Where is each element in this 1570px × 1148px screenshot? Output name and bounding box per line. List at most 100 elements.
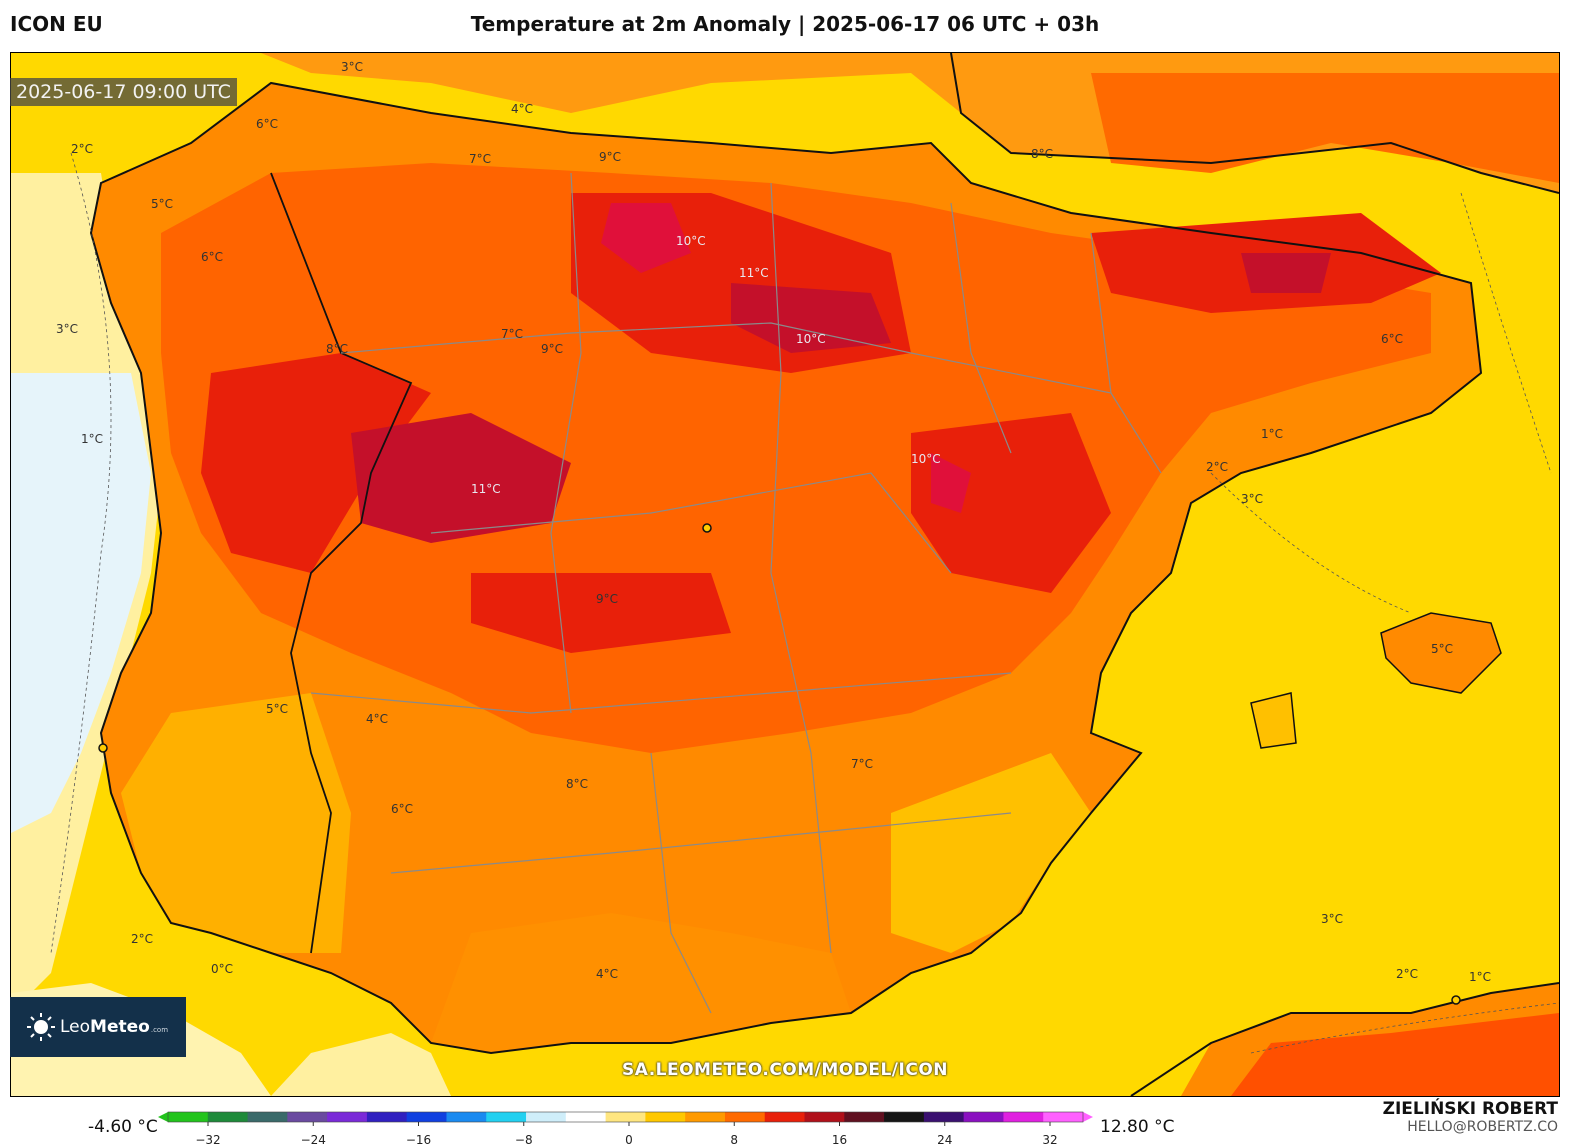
colorbar-ticks: −32 −24 −16 −8 0 8 16 24 32 <box>195 1122 1058 1147</box>
contour-label: 10°C <box>911 452 941 466</box>
colorbar-segments <box>158 1111 1093 1123</box>
contour-label: 3°C <box>341 60 363 74</box>
hot-zone-north-core <box>731 283 891 353</box>
colorbar-segment <box>486 1112 527 1122</box>
contour-label: 4°C <box>366 712 388 726</box>
contour-label: 9°C <box>541 342 563 356</box>
contour-label: 5°C <box>266 702 288 716</box>
madrid-marker <box>702 523 712 533</box>
contour-label: 11°C <box>739 266 769 280</box>
colorbar-segment <box>366 1112 408 1122</box>
colorbar: −32 −24 −16 −8 0 8 16 24 32 <box>158 1111 1093 1147</box>
chart-title: Temperature at 2m Anomaly | 2025-06-17 0… <box>470 12 1100 36</box>
hot-zone-east-peak <box>931 453 971 513</box>
morocco-coast <box>271 1033 451 1096</box>
colorbar-max-arrow <box>1083 1112 1093 1122</box>
contour-label: 3°C <box>56 322 78 336</box>
colorbar-tick-label: 24 <box>937 1133 952 1147</box>
source-watermark: SA.LEOMETEO.COM/MODEL/ICON <box>621 1060 948 1080</box>
spain-portugal-border <box>270 172 413 954</box>
colorbar-tick-label: 16 <box>832 1133 847 1147</box>
colorbar-segment <box>247 1112 288 1122</box>
author-email: HELLO@ROBERTZ.CO <box>1407 1119 1558 1135</box>
france-coastline <box>950 53 1559 194</box>
hot-zone-north-peak <box>601 203 691 273</box>
colorbar-segment <box>685 1112 726 1122</box>
contour-label: 6°C <box>256 117 278 131</box>
contour-label: 4°C <box>596 967 618 981</box>
contour-label: 8°C <box>566 777 588 791</box>
contour-label: 6°C <box>201 250 223 264</box>
logo-domain: .com <box>150 1026 169 1034</box>
contour-label: 10°C <box>676 234 706 248</box>
atlantic-cold-zone <box>11 373 151 833</box>
france-warm <box>1091 73 1559 183</box>
ibiza-island <box>1250 692 1297 749</box>
contour-label: 0°C <box>211 962 233 976</box>
andalusia-zone <box>431 913 851 1053</box>
south-portugal-zone <box>121 693 351 953</box>
contour-label-group: 3°C 2°C 4°C 6°C 7°C 8°C 9°C 10°C 11°C 10… <box>56 60 1491 984</box>
contour-label: 10°C <box>796 332 826 346</box>
colorbar-tick-label: −8 <box>515 1133 533 1147</box>
contour-label: 7°C <box>469 152 491 166</box>
regional-borders <box>310 172 1162 1014</box>
contour-label: 8°C <box>1031 147 1053 161</box>
colorbar-segment <box>844 1112 885 1122</box>
colorbar-tick-label: 0 <box>625 1133 633 1147</box>
colorbar-segment <box>287 1112 328 1122</box>
lisbon-marker <box>98 743 108 753</box>
contour-label: 9°C <box>596 592 618 606</box>
contour-label: 4°C <box>511 102 533 116</box>
africa-coastline <box>1130 982 1559 1096</box>
model-name: ICON EU <box>10 12 103 36</box>
contour-label: 1°C <box>81 432 103 446</box>
colorbar-tick-label: 32 <box>1042 1133 1057 1147</box>
colorbar-min-arrow <box>158 1112 168 1122</box>
contour-label: 1°C <box>1469 970 1491 984</box>
hot-zone-west <box>201 353 431 573</box>
colorbar-segment <box>605 1112 646 1122</box>
hot-zone-central <box>471 573 731 653</box>
hot-zone-west-core <box>351 413 571 543</box>
colorbar-segment <box>804 1112 845 1122</box>
colorbar-segment <box>1003 1112 1044 1122</box>
north-africa-warm <box>1231 1013 1559 1096</box>
contour-label: 8°C <box>326 342 348 356</box>
colorbar-segment <box>207 1112 249 1122</box>
sun-icon <box>27 1013 55 1041</box>
algiers-marker <box>1451 995 1461 1005</box>
colorbar-tick-label: −32 <box>195 1133 220 1147</box>
author-block: ZIELIŃSKI ROBERT HELLO@ROBERTZ.CO <box>1383 1099 1558 1135</box>
colorbar-tick-label: −24 <box>301 1133 326 1147</box>
contour-label: 9°C <box>599 150 621 164</box>
colorbar-outline <box>167 1111 1084 1123</box>
colorbar-tick-label: 8 <box>730 1133 738 1147</box>
contour-label: 2°C <box>131 932 153 946</box>
author-name: ZIELIŃSKI ROBERT <box>1382 1099 1558 1119</box>
contour-label: 5°C <box>1431 642 1453 656</box>
colorbar-segment <box>327 1112 368 1122</box>
colorbar-tick-label: −16 <box>406 1133 431 1147</box>
colorbar-segment <box>923 1112 965 1122</box>
contour-label: 6°C <box>391 802 413 816</box>
contour-label: 7°C <box>851 757 873 771</box>
colorbar-segment <box>645 1112 686 1122</box>
colorbar-segment <box>565 1112 607 1122</box>
colorbar-segment <box>406 1112 447 1122</box>
hot-zone-pyrenees-core <box>1241 253 1331 293</box>
contour-label: 7°C <box>501 327 523 341</box>
colorbar-segment <box>446 1112 487 1122</box>
colorbar-min-label: -4.60 °C <box>88 1117 158 1137</box>
anomaly-map: 3°C 2°C 4°C 6°C 7°C 8°C 9°C 10°C 11°C 10… <box>10 52 1560 1097</box>
contour-label: 11°C <box>471 482 501 496</box>
leometeo-logo: LeoMeteo .com <box>10 997 186 1057</box>
contour-lines <box>50 152 1559 1054</box>
contour-label: 6°C <box>1381 332 1403 346</box>
contour-label: 1°C <box>1261 427 1283 441</box>
hot-zone-east <box>911 413 1111 593</box>
colorbar-segment <box>884 1112 925 1122</box>
colorbar-segment <box>168 1112 209 1122</box>
contour-label: 2°C <box>71 142 93 156</box>
logo-text: LeoMeteo <box>60 1017 150 1037</box>
